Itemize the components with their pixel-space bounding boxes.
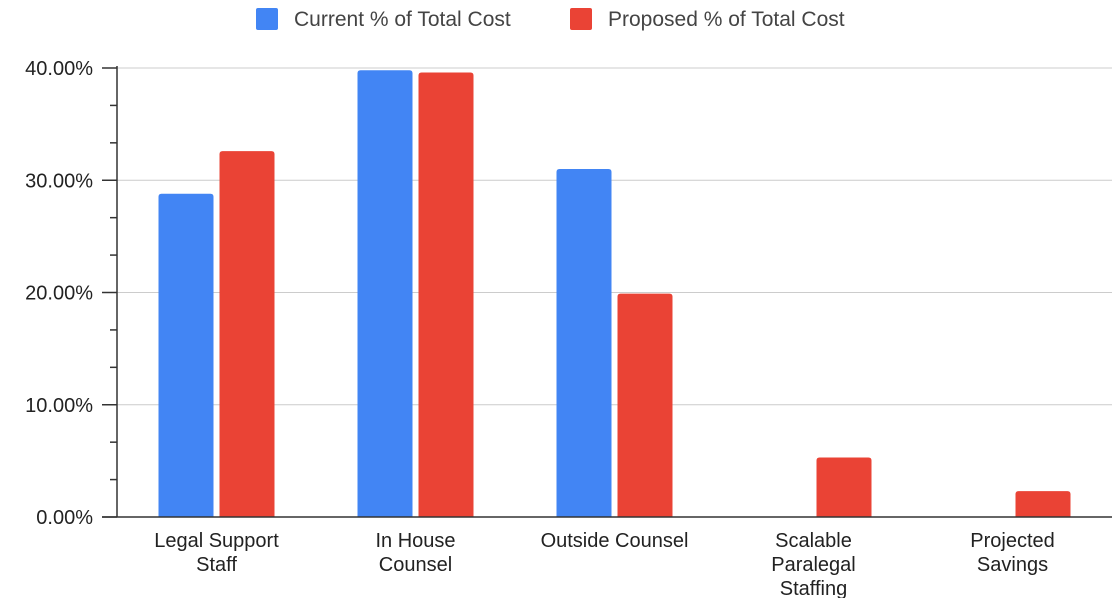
legend-swatch xyxy=(570,8,592,30)
bar-proposed xyxy=(1015,491,1071,517)
y-axis: 0.00% 10.00% 20.00% 30.00% 40.00% xyxy=(25,58,118,529)
gridlines xyxy=(117,67,1112,406)
legend-label: Current % of Total Cost xyxy=(294,8,511,31)
legend-label: Proposed % of Total Cost xyxy=(608,8,845,31)
y-tick-label: 20.00% xyxy=(25,283,93,305)
x-category-label: In House Counsel xyxy=(375,530,455,576)
bar-proposed xyxy=(816,457,872,517)
x-category-label: Legal Support Staff xyxy=(154,530,279,576)
x-category-label: Scalable Paralegal Staffing xyxy=(771,530,856,598)
y-tick-label: 40.00% xyxy=(25,58,93,80)
bar-current xyxy=(556,169,612,517)
bars xyxy=(158,70,1071,518)
bar-current xyxy=(158,193,214,517)
legend-item: Current % of Total Cost xyxy=(256,8,511,31)
bar-proposed xyxy=(219,151,275,517)
x-axis: Legal Support Staff In House Counsel Outside… xyxy=(102,516,1112,598)
y-tick-label: 30.00% xyxy=(25,170,93,192)
bar-proposed xyxy=(418,72,474,518)
legend: Current % of Total Cost Proposed % of Tot… xyxy=(256,8,845,31)
bar-proposed xyxy=(617,293,673,517)
x-category-label: Projected Savings xyxy=(970,530,1055,576)
bar-current xyxy=(357,70,413,518)
y-tick-label: 10.00% xyxy=(25,395,93,417)
x-category-label: Outside Counsel xyxy=(541,530,689,552)
legend-item: Proposed % of Total Cost xyxy=(570,8,845,31)
y-tick-label: 0.00% xyxy=(36,507,93,529)
legend-swatch xyxy=(256,8,278,30)
